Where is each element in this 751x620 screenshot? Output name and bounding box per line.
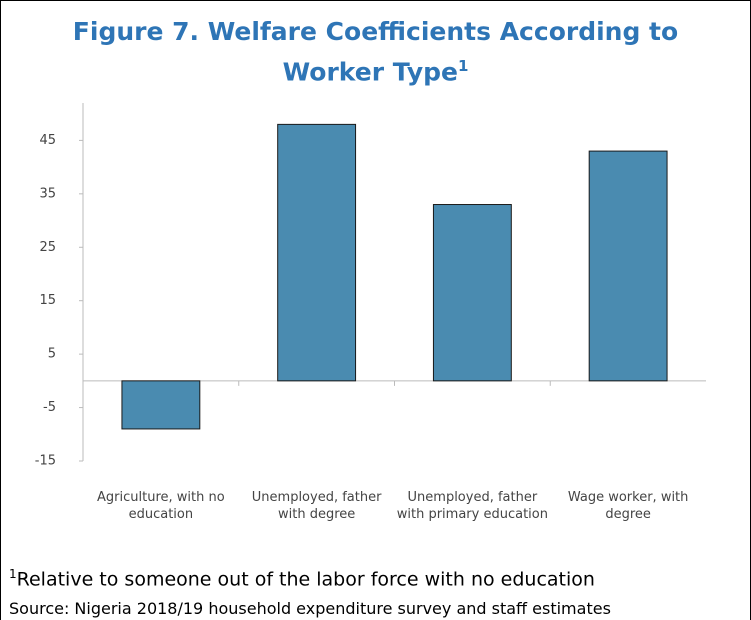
x-tick-label: Wage worker, with degree: [567, 490, 689, 522]
chart-title-block: Figure 7. Welfare Coefficients According…: [41, 15, 710, 89]
x-tick-label: Unemployed, father with primary educatio…: [396, 490, 548, 522]
y-tick-label: -5: [43, 400, 56, 415]
bar: [588, 150, 668, 382]
y-tick-label: 35: [39, 186, 56, 201]
x-tick-label: Unemployed, father with degree: [251, 490, 382, 522]
source: Source: Nigeria 2018/19 household expend…: [9, 599, 611, 618]
footnote-marker: 1: [9, 567, 17, 581]
bar: [121, 380, 201, 430]
y-tick-label: 45: [39, 133, 56, 148]
title-note-marker: 1: [457, 57, 469, 75]
bar: [432, 204, 512, 382]
footnote: Relative to someone out of the labor for…: [16, 568, 595, 591]
x-tick-label: Agriculture, with no education: [97, 490, 225, 522]
y-tick-label: 15: [39, 293, 56, 308]
y-tick-label: -15: [35, 454, 56, 469]
footnote-block: 1Relative to someone out of the labor fo…: [9, 567, 595, 590]
chart-title: Figure 7. Welfare Coefficients According…: [72, 17, 679, 87]
y-tick-label: 5: [48, 347, 56, 362]
bar: [277, 123, 357, 382]
y-tick-label: 25: [39, 240, 56, 255]
